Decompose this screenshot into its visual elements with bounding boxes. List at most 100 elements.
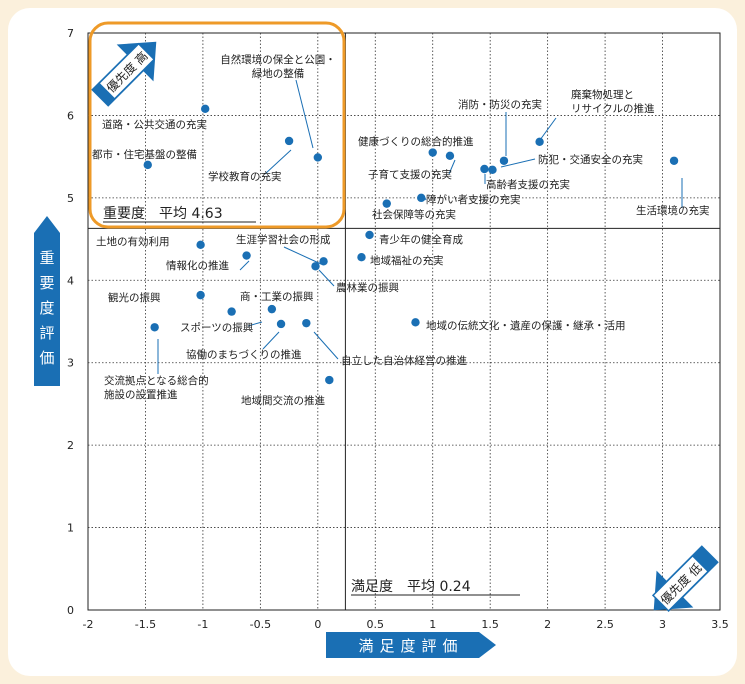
point-label: 地域の伝統文化・遺産の保護・継承・活用 <box>426 319 626 332</box>
y-tick-label: 3 <box>67 357 74 370</box>
x-tick-label: -1.5 <box>135 618 156 631</box>
data-point <box>313 153 323 162</box>
y-axis-title-char: 評 <box>39 323 55 342</box>
point-label: 都市・住宅基盤の整備 <box>92 148 197 161</box>
leader-line <box>262 331 280 350</box>
x-tick-label: 0 <box>314 618 321 631</box>
point-label: 観光の振興 <box>108 291 161 304</box>
y-tick-label: 1 <box>67 522 74 535</box>
x-tick-label: 1 <box>429 618 436 631</box>
point-label: 健康づくりの総合的推進 <box>358 135 474 148</box>
high-priority-box <box>88 21 346 229</box>
data-point <box>150 323 159 332</box>
data-point <box>319 257 328 266</box>
y-tick-label: 6 <box>67 109 74 122</box>
data-point <box>480 164 489 174</box>
point-label: 交流拠点となる総合的施設の設置推進 <box>104 374 209 401</box>
x-tick-label: 1.5 <box>481 618 499 631</box>
data-point <box>267 304 277 314</box>
data-point <box>311 262 320 271</box>
data-point <box>428 148 437 157</box>
scatter-chart: -2 -1.5 -1 -0.5 0 0.5 1 1.5 2 2.5 3 3.5 0 1 2 3 4 5 6 7 満足度 … <box>67 21 729 631</box>
data-point <box>669 156 679 165</box>
point-label: 農林業の振興 <box>336 281 399 294</box>
data-point <box>417 193 426 203</box>
x-tick-label: 2.5 <box>596 618 614 631</box>
data-point <box>227 307 236 316</box>
x-tick-label: -0.5 <box>250 618 271 631</box>
leader-line <box>283 246 322 265</box>
point-label: 自立した自治体経営の推進 <box>341 354 467 367</box>
y-tick-label: 7 <box>67 27 74 40</box>
x-tick-label: 2 <box>544 618 551 631</box>
y-axis-title-char: 価 <box>39 348 55 367</box>
leader-line <box>539 117 557 141</box>
point-label: 青少年の健全育成 <box>379 233 463 246</box>
point-label: 生活環境の充実 <box>636 204 710 217</box>
plot-frame <box>87 32 721 611</box>
point-label: 自然環境の保全と公園・緑地の整備 <box>220 53 336 80</box>
x-tick-label: -1 <box>197 618 208 631</box>
leader-line <box>295 79 314 149</box>
y-axis-title: 重要度評価 <box>34 216 60 386</box>
data-point <box>302 318 311 328</box>
leader-line <box>448 159 456 175</box>
leader-line <box>318 269 335 287</box>
point-label: 生涯学習社会の形成 <box>236 233 331 246</box>
chart-panel: -2 -1.5 -1 -0.5 0 0.5 1 1.5 2 2.5 3 3.5 0 1 2 3 4 5 6 7 満足度 … <box>8 8 737 676</box>
x-tick-label: 3 <box>659 618 666 631</box>
point-label: スポーツの振興 <box>180 321 253 334</box>
point-label: 地域間交流の推進 <box>241 394 325 407</box>
data-point <box>242 251 251 260</box>
y-axis-title-char: 重 <box>39 248 55 267</box>
leader-line <box>313 331 339 360</box>
data-point <box>365 230 374 240</box>
point-label: 道路・公共交通の充実 <box>102 118 207 131</box>
x-tick-label: 0.5 <box>367 618 385 631</box>
y-tick-label: 2 <box>67 439 74 452</box>
point-label: 協働のまちづくりの推進 <box>186 348 302 361</box>
y-tick-label: 0 <box>67 604 74 617</box>
data-point <box>325 375 334 385</box>
data-point <box>445 151 455 161</box>
leader-line <box>247 321 263 327</box>
point-label: 廃棄物処理とリサイクルの推進 <box>571 88 655 115</box>
data-point <box>276 319 286 329</box>
data-point <box>382 199 391 208</box>
data-point <box>196 240 205 250</box>
data-point <box>196 290 205 300</box>
mean-x-label: 満足度 平均 0.24 <box>351 579 471 595</box>
point-label: 社会保障等の充実 <box>372 208 456 221</box>
y-tick-label: 5 <box>67 192 74 205</box>
point-label: 土地の有効利用 <box>96 235 170 248</box>
y-axis-title-char: 要 <box>39 273 55 292</box>
data-point <box>284 136 294 146</box>
point-label: 学校教育の充実 <box>208 170 282 183</box>
point-label: 障がい者支援の充実 <box>426 193 521 206</box>
x-tick-label: -2 <box>83 618 94 631</box>
data-point <box>143 160 152 170</box>
leader-line <box>239 260 250 271</box>
point-label: 商・工業の振興 <box>240 290 314 303</box>
point-label: 子育て支援の充実 <box>368 168 452 181</box>
leader-line <box>500 158 536 168</box>
data-point <box>201 104 210 114</box>
y-tick-label: 4 <box>67 274 74 287</box>
y-axis-title-char: 度 <box>39 298 55 317</box>
point-label: 消防・防災の充実 <box>458 98 542 111</box>
priority-high-label-bg <box>97 42 156 101</box>
leader-line <box>264 149 292 175</box>
data-point <box>535 137 544 147</box>
x-axis-title: 満足度評価 <box>326 632 496 658</box>
mean-y-label: 重要度 平均 4.63 <box>103 206 223 222</box>
data-point <box>411 318 420 327</box>
data-point <box>488 165 497 175</box>
data-point <box>357 253 366 262</box>
point-label: 防犯・交通安全の充実 <box>538 153 643 166</box>
point-label: 地域福祉の充実 <box>370 254 444 267</box>
x-tick-label: 3.5 <box>711 618 729 631</box>
priority-low-label-bg <box>651 554 710 613</box>
point-label: 高齢者支援の充実 <box>486 178 570 191</box>
data-point <box>499 156 509 165</box>
point-label: 情報化の推進 <box>166 259 229 272</box>
